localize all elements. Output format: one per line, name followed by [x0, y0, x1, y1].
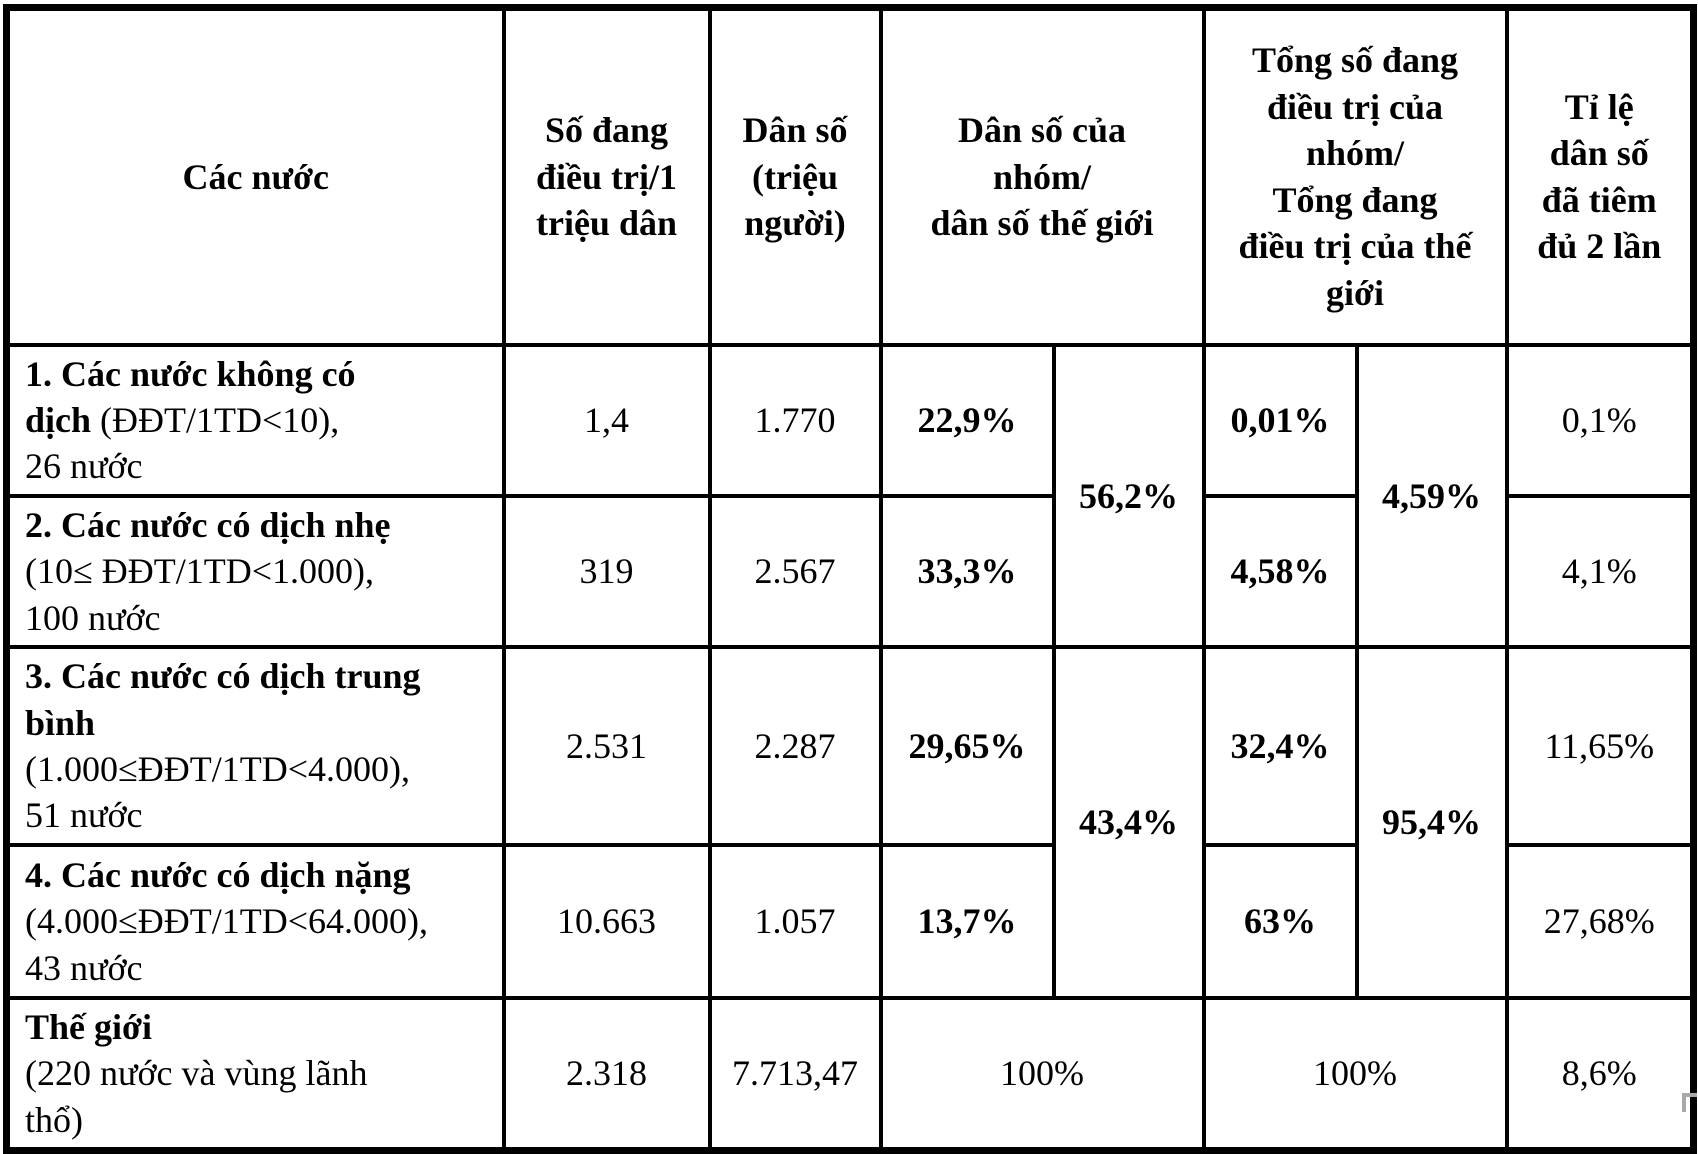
- row-label-rest: (ĐĐT/1TD<10), 26 nước: [25, 399, 340, 487]
- header-treating-per-million: Số đang điều trị/1 triệu dân: [501, 5, 712, 347]
- population-cell: 1.057: [707, 842, 883, 1000]
- treating-per-million-cell: 2.318: [501, 995, 712, 1153]
- population-cell: 2.287: [707, 645, 883, 847]
- header-countries: Các nước: [4, 5, 506, 347]
- group-pop-share-cell: 22,9%: [878, 342, 1056, 498]
- treating-per-million-cell: 319: [501, 493, 712, 650]
- population-cell: 2.567: [707, 493, 883, 650]
- group-pop-share-cell: 33,3%: [878, 493, 1056, 650]
- row-label-cell: 2. Các nước có dịch nhẹ (10≤ ĐĐT/1TD<1.0…: [4, 493, 506, 650]
- row-label-cell: 3. Các nước có dịch trung bình (1.000≤ĐĐ…: [4, 645, 506, 847]
- vaccinated-rate-cell: 8,6%: [1504, 995, 1696, 1153]
- row-label-cell: Thế giới (220 nước và vùng lãnh thổ): [4, 995, 506, 1153]
- header-vaccination-rate: Tỉ lệ dân số đã tiêm đủ 2 lần: [1504, 5, 1696, 347]
- treating-per-million-cell: 1,4: [501, 342, 712, 498]
- group-treat-share-cell: 0,01%: [1201, 342, 1359, 498]
- group-treat-share-cell: 63%: [1201, 842, 1359, 1000]
- corner-artifact-mark: [1682, 1093, 1697, 1112]
- header-row: Các nước Số đang điều trị/1 triệu dân Dâ…: [4, 5, 1696, 347]
- vaccinated-rate-cell: 0,1%: [1504, 342, 1696, 498]
- treating-per-million-cell: 2.531: [501, 645, 712, 847]
- group-treat-share-cell: 32,4%: [1201, 645, 1359, 847]
- row-label-bold: 4. Các nước có dịch nặng: [25, 854, 411, 895]
- row-label-cell: 4. Các nước có dịch nặng (4.000≤ĐĐT/1TD<…: [4, 842, 506, 1000]
- world-group-pop-share-cell: 100%: [878, 995, 1206, 1153]
- merged-group-pop-share-rows-3-4: 43,4%: [1051, 645, 1206, 1000]
- table-row-world: Thế giới (220 nước và vùng lãnh thổ) 2.3…: [4, 995, 1696, 1153]
- world-group-treat-share-cell: 100%: [1201, 995, 1509, 1153]
- header-population: Dân số (triệu người): [707, 5, 883, 347]
- row-label-bold: 3. Các nước có dịch trung bình: [25, 656, 421, 743]
- merged-group-treat-share-rows-3-4: 95,4%: [1354, 645, 1509, 1000]
- table-row-group-1: 1. Các nước không có dịch (ĐĐT/1TD<10), …: [4, 342, 1696, 650]
- row-label-rest: (220 nước và vùng lãnh thổ): [25, 1053, 368, 1140]
- table-row-group-4: 4. Các nước có dịch nặng (4.000≤ĐĐT/1TD<…: [4, 842, 1696, 1000]
- table-row-group-2: 2. Các nước có dịch nhẹ (10≤ ĐĐT/1TD<1.0…: [4, 493, 1696, 650]
- row-label-rest: (1.000≤ĐĐT/1TD<4.000), 51 nước: [25, 749, 411, 836]
- group-pop-share-cell: 13,7%: [878, 842, 1056, 1000]
- vaccinated-rate-cell: 27,68%: [1504, 842, 1696, 1000]
- row-label-rest: (10≤ ĐĐT/1TD<1.000), 100 nước: [25, 551, 375, 638]
- row-label-rest: (4.000≤ĐĐT/1TD<64.000), 43 nước: [25, 901, 429, 988]
- vaccinated-rate-cell: 11,65%: [1504, 645, 1696, 847]
- header-group-treating-share: Tổng số đang điều trị của nhóm/ Tổng đan…: [1201, 5, 1509, 347]
- merged-group-pop-share-rows-1-2: 56,2%: [1051, 342, 1206, 650]
- treating-per-million-cell: 10.663: [501, 842, 712, 1000]
- header-group-population-share: Dân số của nhóm/ dân số thế giới: [878, 5, 1206, 347]
- row-label-cell: 1. Các nước không có dịch (ĐĐT/1TD<10), …: [4, 342, 506, 498]
- row-label-bold: 1. Các nước không có dịch: [25, 353, 356, 440]
- table-row-group-3: 3. Các nước có dịch trung bình (1.000≤ĐĐ…: [4, 645, 1696, 1000]
- row-label-bold: 2. Các nước có dịch nhẹ: [25, 504, 391, 545]
- population-cell: 1.770: [707, 342, 883, 498]
- vaccinated-rate-cell: 4,1%: [1504, 493, 1696, 650]
- covid-groups-table: Các nước Số đang điều trị/1 triệu dân Dâ…: [3, 4, 1698, 1154]
- population-cell: 7.713,47: [707, 995, 883, 1153]
- merged-group-treat-share-rows-1-2: 4,59%: [1354, 342, 1509, 650]
- group-treat-share-cell: 4,58%: [1201, 493, 1359, 650]
- group-pop-share-cell: 29,65%: [878, 645, 1056, 847]
- row-label-bold: Thế giới: [25, 1006, 152, 1047]
